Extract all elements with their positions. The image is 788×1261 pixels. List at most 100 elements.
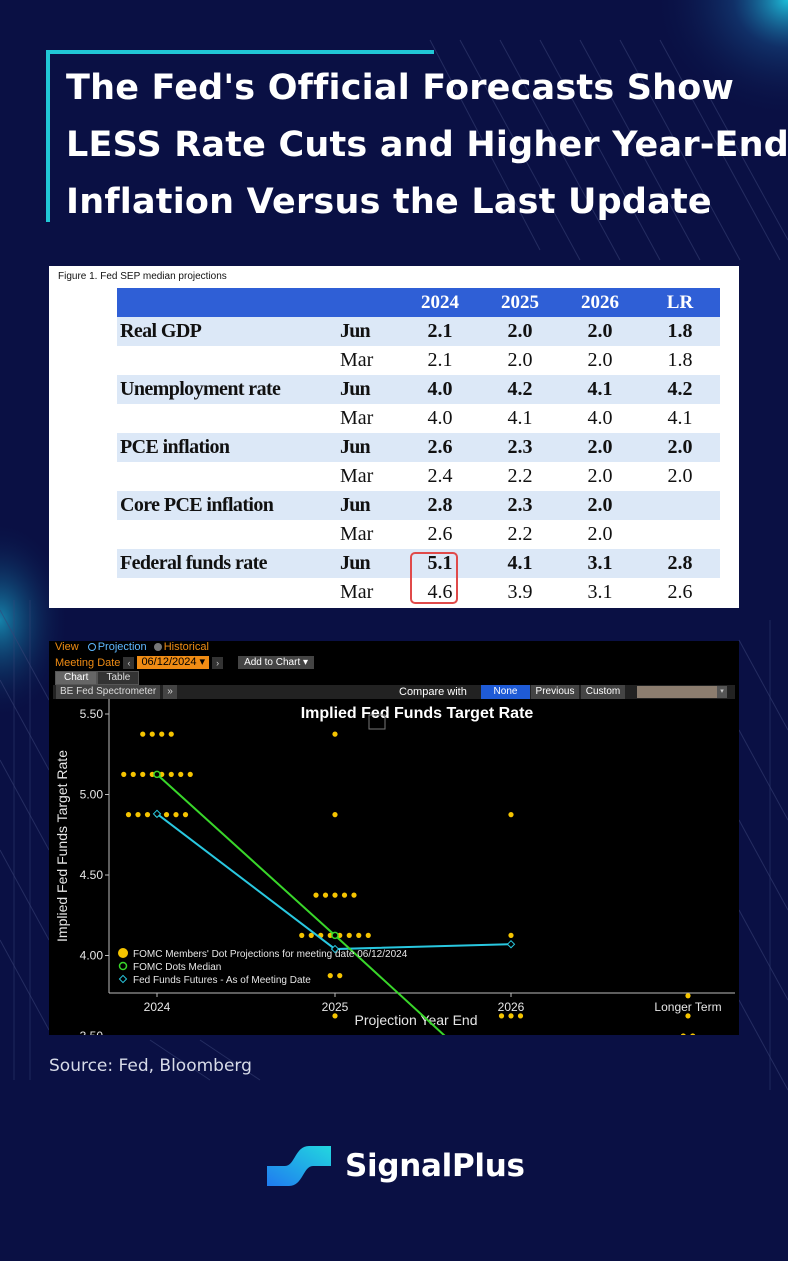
chart-title: Implied Fed Funds Target Rate xyxy=(301,705,534,722)
table-header-lr: LR xyxy=(640,288,720,317)
meeting-date-value: 06/12/2024 xyxy=(141,656,197,668)
dot-projection xyxy=(346,932,352,938)
source-note: Source: Fed, Bloomberg xyxy=(49,1056,252,1076)
row-month: Mar xyxy=(340,523,374,545)
dot-projection xyxy=(341,892,348,898)
dot-projection xyxy=(351,892,357,898)
y-tick-label: 4.50 xyxy=(80,868,104,882)
view-selector: View Projection Historical xyxy=(55,641,209,653)
dot-projection xyxy=(178,771,184,777)
dot-projection xyxy=(121,771,127,777)
title-accent-bar xyxy=(46,50,50,222)
table-row: PCE inflation Jun 2.6 2.3 2.0 2.0 xyxy=(117,433,720,462)
tab-table[interactable]: Table xyxy=(97,671,140,685)
table-cell: 4.1 xyxy=(667,407,693,429)
dot-projection xyxy=(332,892,338,898)
table-cell: 3.1 xyxy=(560,549,640,578)
tab-chart[interactable]: Chart xyxy=(55,671,98,685)
table-cell: 2.1 xyxy=(427,349,453,371)
table-row: Real GDP Jun 2.1 2.0 2.0 1.8 xyxy=(117,317,720,346)
table-cell: 4.2 xyxy=(480,375,560,404)
legend-futures-marker xyxy=(118,974,128,984)
dot-projection xyxy=(313,892,319,898)
spectrometer-button[interactable]: BE Fed Spectrometer xyxy=(56,685,161,699)
compare-with-label: Compare with xyxy=(399,686,467,698)
y-tick-label: 3.50 xyxy=(80,1029,104,1035)
row-month: Mar xyxy=(340,465,374,487)
dot-projection xyxy=(337,973,343,979)
dot-projection xyxy=(125,812,132,818)
y-tick-label: 5.50 xyxy=(80,707,104,721)
x-tick-label: 2024 xyxy=(144,1000,171,1014)
table-cell: 2.0 xyxy=(667,465,693,487)
table-cell: 2.2 xyxy=(507,523,533,545)
next-date-button[interactable]: › xyxy=(212,656,224,669)
title-accent-rule xyxy=(46,50,434,54)
historical-radio-icon[interactable] xyxy=(153,643,162,652)
row-label xyxy=(117,346,340,375)
x-tick-label: 2025 xyxy=(322,1000,349,1014)
x-tick-label: 2026 xyxy=(498,1000,525,1014)
table-row: Unemployment rate Jun 4.0 4.2 4.1 4.2 xyxy=(117,375,720,404)
expand-chevron-icon[interactable]: » xyxy=(163,685,177,699)
table-cell: 4.0 xyxy=(587,407,613,429)
table-row: Mar 4.0 4.1 4.0 4.1 xyxy=(117,404,720,433)
x-tick-label: Longer Term xyxy=(654,1000,721,1014)
table-cell: 2.3 xyxy=(480,433,560,462)
view-historical-option[interactable]: Historical xyxy=(163,641,209,653)
dot-projection xyxy=(685,993,691,999)
meeting-date-field[interactable]: 06/12/2024 ▾ xyxy=(137,656,210,669)
dot-projection xyxy=(327,973,333,979)
row-month: Jun xyxy=(340,375,400,404)
table-cell: 2.2 xyxy=(507,465,533,487)
legend-median-label: FOMC Dots Median xyxy=(133,962,221,973)
dot-projection xyxy=(182,812,189,818)
median-marker xyxy=(153,770,161,779)
table-cell: 2.6 xyxy=(667,581,693,603)
add-to-chart-label: Add to Chart xyxy=(244,657,301,668)
table-cell: 4.0 xyxy=(427,407,453,429)
table-cell: 2.0 xyxy=(560,317,640,346)
dot-projection xyxy=(159,731,165,737)
row-month: Mar xyxy=(340,407,374,429)
row-label: Unemployment rate xyxy=(117,375,340,404)
dot-projection xyxy=(508,812,514,818)
table-row: Mar 2.1 2.0 2.0 1.8 xyxy=(117,346,720,375)
table-cell: 4.6 xyxy=(427,581,453,603)
row-month: Mar xyxy=(340,581,374,603)
table-cell xyxy=(640,491,720,520)
table-cell: 2.0 xyxy=(560,491,640,520)
dot-projection xyxy=(332,731,338,737)
compare-custom-button[interactable]: Custom xyxy=(581,685,625,699)
compare-previous-button[interactable]: Previous xyxy=(531,685,579,699)
row-month: Jun xyxy=(340,317,400,346)
brand-logo: SignalPlus xyxy=(265,1140,525,1192)
row-month: Jun xyxy=(340,491,400,520)
add-to-chart-button[interactable]: Add to Chart ▾ xyxy=(238,656,315,669)
y-tick-label: 4.00 xyxy=(80,949,104,963)
dot-projection xyxy=(508,932,514,938)
dot-projection xyxy=(685,1013,691,1019)
dot-projection xyxy=(130,771,136,777)
projection-radio-icon[interactable] xyxy=(87,643,96,652)
table-cell: 4.0 xyxy=(400,375,480,404)
table-cell: 2.0 xyxy=(560,433,640,462)
table-cell: 2.8 xyxy=(400,491,480,520)
meeting-date-label: Meeting Date xyxy=(55,656,121,669)
view-projection-option[interactable]: Projection xyxy=(97,641,147,653)
dot-projection xyxy=(187,771,193,777)
table-cell: 2.0 xyxy=(480,317,560,346)
table-row: Mar 2.4 2.2 2.0 2.0 xyxy=(117,462,720,491)
futures-marker xyxy=(330,944,340,954)
table-row: Mar 2.6 2.2 2.0 xyxy=(117,520,720,549)
compare-none-button[interactable]: None xyxy=(481,685,530,699)
table-row: Mar 4.6 3.9 3.1 2.6 xyxy=(117,578,720,607)
dot-projection xyxy=(332,812,338,818)
dot-projection xyxy=(690,1033,696,1035)
compare-dropdown-icon[interactable]: ▾ xyxy=(717,686,727,698)
table-cell: 2.0 xyxy=(587,465,613,487)
prev-date-button[interactable]: ‹ xyxy=(123,656,135,669)
futures-marker xyxy=(152,809,162,819)
table-header-row: 2024 2025 2026 LR xyxy=(117,288,720,317)
compare-custom-field[interactable] xyxy=(637,686,717,698)
